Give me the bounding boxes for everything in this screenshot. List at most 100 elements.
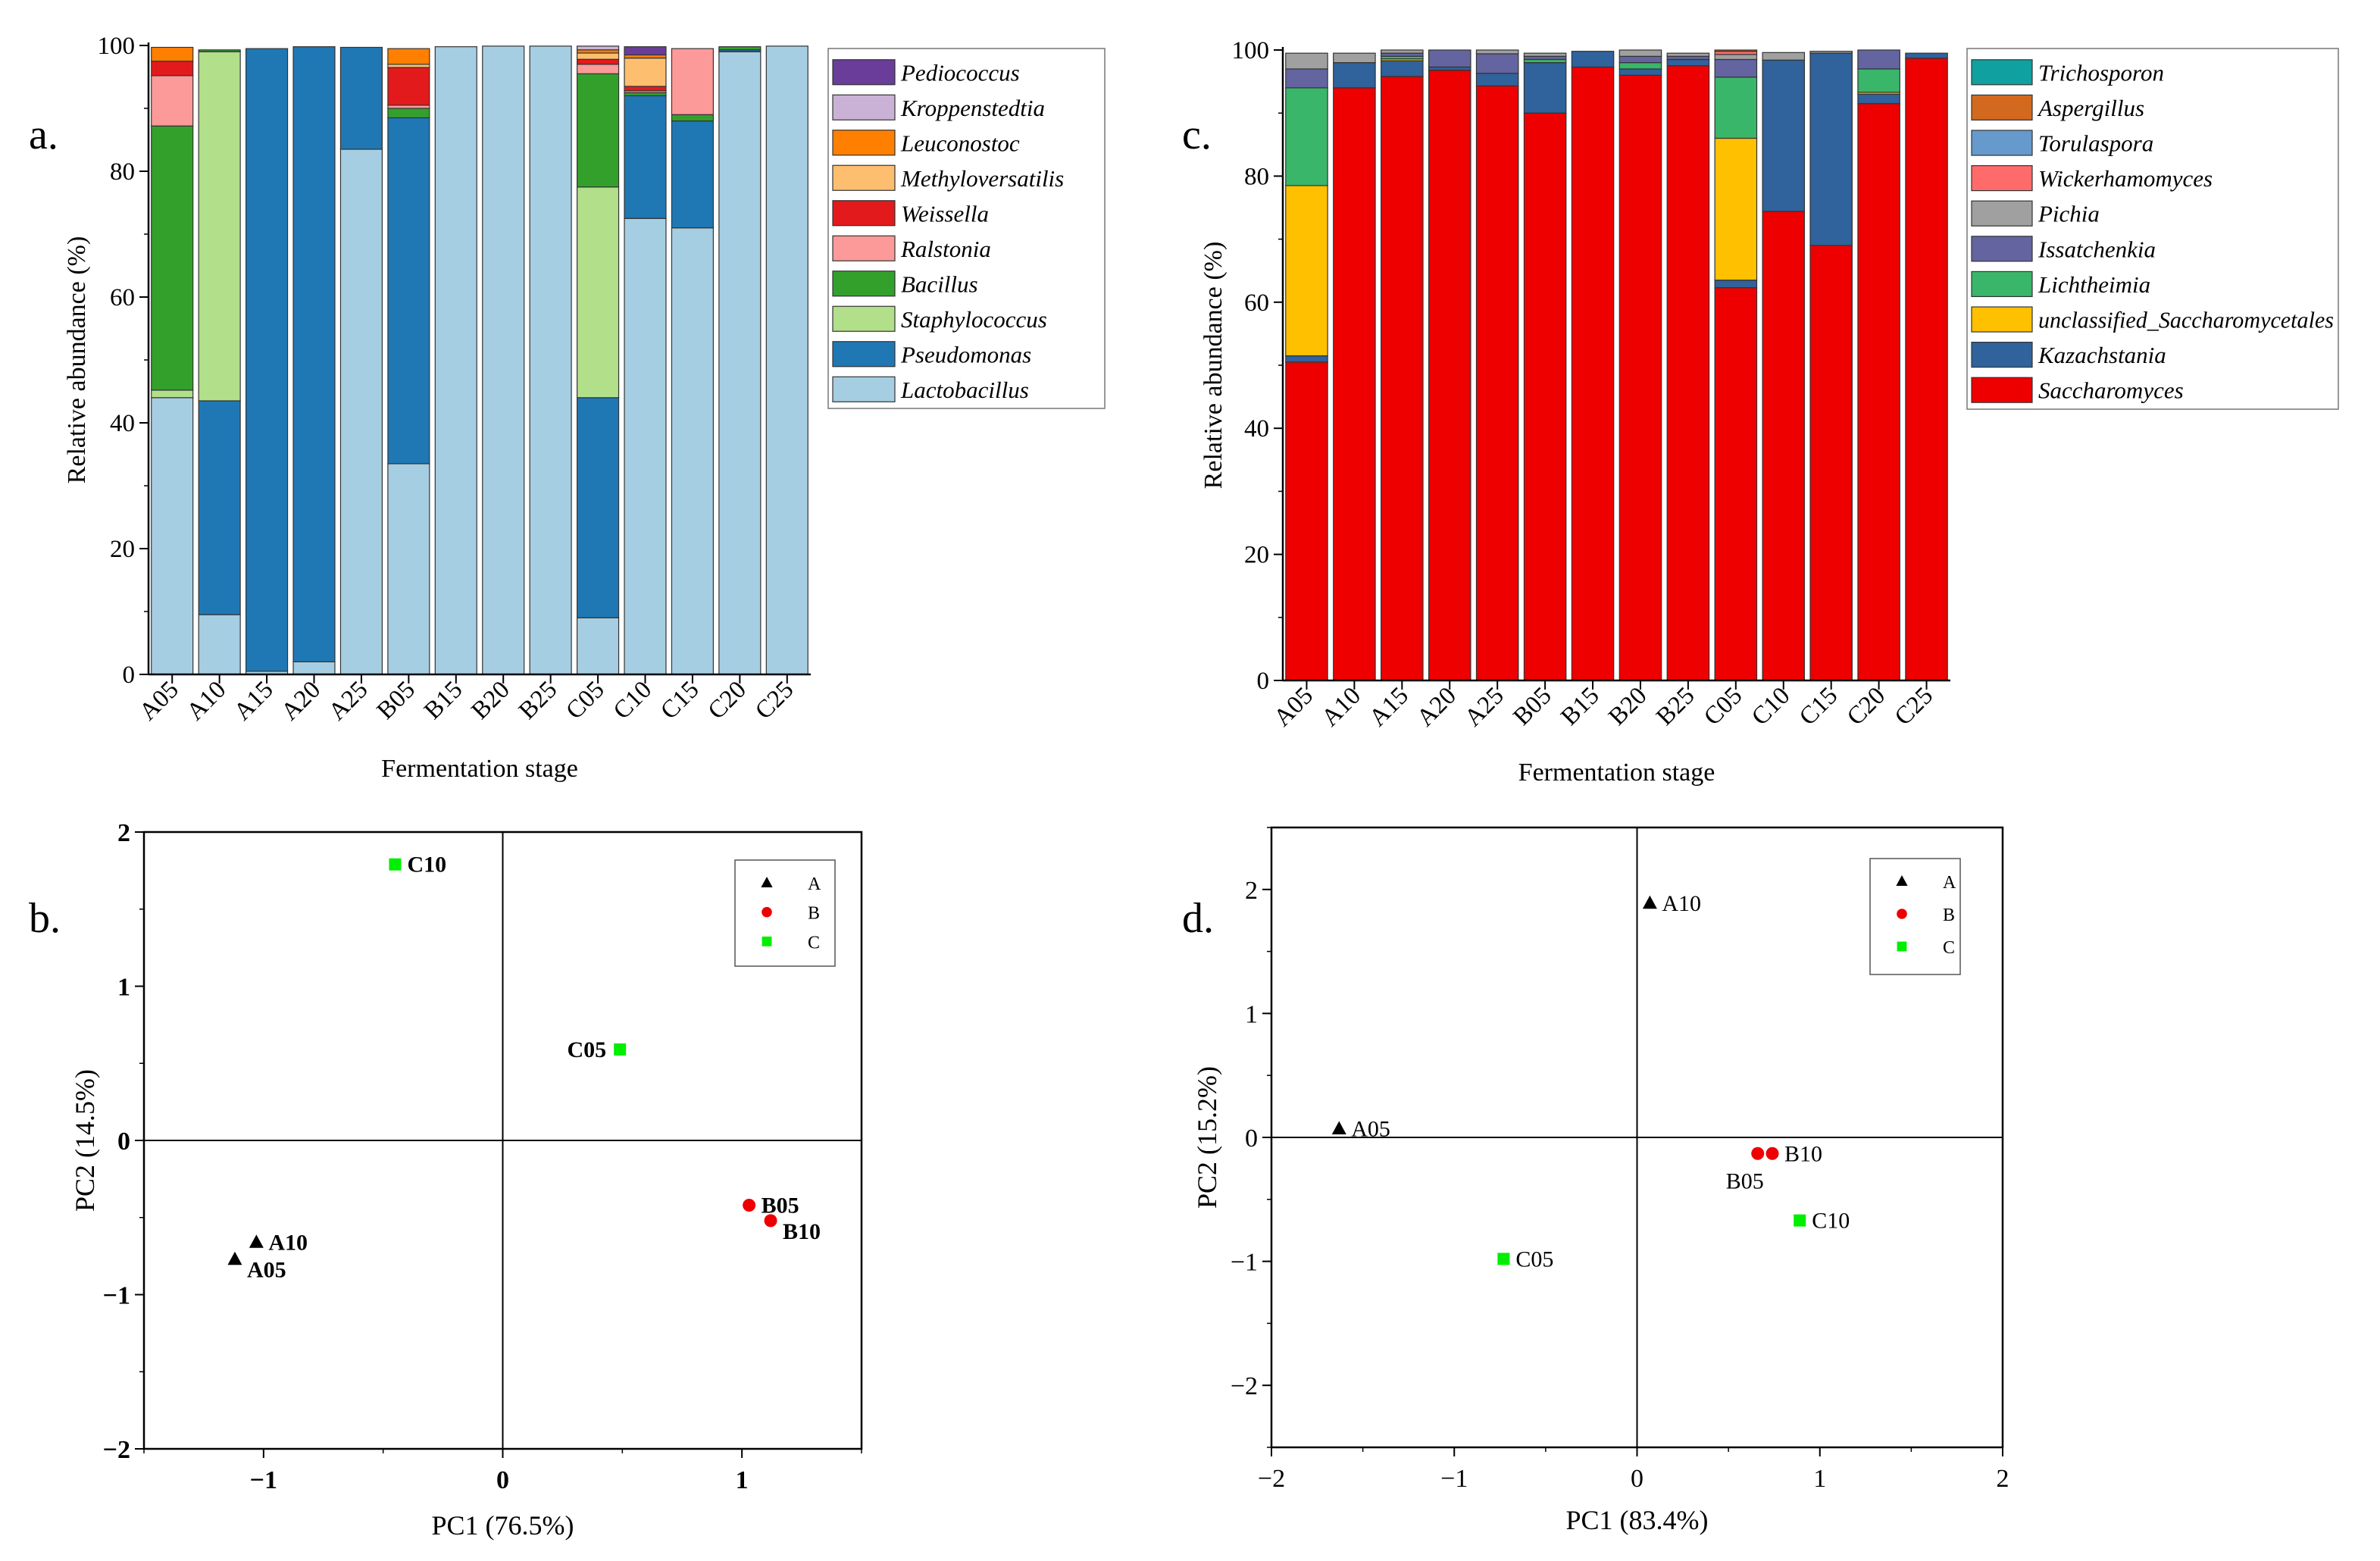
bar-segment <box>624 86 667 92</box>
legend-box <box>1869 858 1961 975</box>
legend-marker <box>1896 875 1908 886</box>
bar-segment <box>718 46 762 51</box>
bar-segment <box>1809 51 1853 54</box>
legend-swatch <box>832 376 896 402</box>
bar-segment <box>434 46 477 675</box>
bar-segment <box>718 51 762 675</box>
y-tick-label: 60 <box>110 284 135 311</box>
data-point <box>764 1214 777 1228</box>
legend-marker <box>1897 941 1907 952</box>
legend-label: Weissella <box>901 200 989 227</box>
bar-segment <box>1714 287 1758 681</box>
legend-label: Wickerhamomyces <box>2038 165 2213 192</box>
bar-segment <box>1381 52 1424 57</box>
point-label: B05 <box>1726 1168 1764 1193</box>
bar-segment <box>1475 85 1519 681</box>
bar-segment <box>387 463 430 675</box>
legend-label: A <box>808 874 821 894</box>
bar-segment <box>1523 58 1567 64</box>
bar-segment <box>1618 62 1662 70</box>
bar-segment <box>151 46 194 62</box>
bar-segment <box>1428 66 1471 71</box>
bar-segment <box>1333 62 1376 89</box>
bar-segment <box>1285 361 1328 681</box>
legend-label: A <box>1943 873 1956 893</box>
legend-swatch <box>1971 165 2033 192</box>
legend-label: Methyloversatilis <box>900 165 1064 192</box>
bar-segment <box>577 617 620 675</box>
bar-segment <box>1523 55 1567 61</box>
bar-segment <box>1714 77 1758 139</box>
bar-segment <box>577 58 620 65</box>
legend-label: Kazachstania <box>2038 342 2166 368</box>
bar-segment <box>529 45 572 675</box>
pca-plot-bacteria: −1 0 1 −2 −1 0 1 2 PC1 (76.5%) PC2 (14.5%) A10 A05 B… <box>70 819 863 1541</box>
bar-segment <box>387 108 430 119</box>
bar-segment <box>339 149 383 675</box>
y-tick-label: 40 <box>1244 415 1269 443</box>
y-tick-label: 100 <box>98 33 136 60</box>
legend-swatch <box>832 200 896 227</box>
y-tick-label: −1 <box>103 1282 130 1310</box>
y-tick-label: −2 <box>1231 1372 1258 1400</box>
bar-segment <box>1762 52 1806 61</box>
point-label: C10 <box>1812 1209 1850 1234</box>
bar-segment <box>1428 49 1471 68</box>
data-point <box>1751 1147 1765 1160</box>
legend-swatch <box>832 94 896 120</box>
point-label: A10 <box>1662 891 1701 916</box>
bar-segment <box>1905 52 1948 59</box>
panel-label-b: b. <box>29 895 61 942</box>
legend-label: Pichia <box>2038 201 2100 227</box>
bar-segment <box>1523 62 1567 114</box>
y-tick-label: 1 <box>1245 1000 1258 1028</box>
bar-segment <box>1285 87 1328 186</box>
data-point <box>1765 1147 1779 1160</box>
bar-segment <box>246 48 289 672</box>
bar-segment <box>198 614 241 675</box>
bar-segment <box>387 105 430 109</box>
bar-segment <box>387 117 430 465</box>
point-label: C05 <box>1515 1247 1553 1272</box>
bar-segment <box>482 45 525 675</box>
bar-segment <box>1809 52 1853 246</box>
legend-label: Lichtheimia <box>2038 271 2150 298</box>
legend-label: Leuconostoc <box>900 130 1020 156</box>
x-tick-label: 1 <box>1813 1465 1826 1493</box>
data-point <box>1331 1121 1346 1135</box>
bar-segment <box>339 46 383 150</box>
bar-segment <box>1381 60 1424 77</box>
bar-segment <box>1571 66 1615 681</box>
bar-segment <box>1475 53 1519 74</box>
bar-segment <box>1714 49 1758 52</box>
panel-label-d: d. <box>1182 895 1214 942</box>
bar-segment <box>1666 58 1710 67</box>
bar-segment <box>151 125 194 391</box>
point-label: A05 <box>247 1258 286 1283</box>
legend-label: Pseudomonas <box>900 341 1031 368</box>
legend-label: unclassified_Saccharomycetales <box>2038 307 2334 333</box>
legend-label: Torulaspora <box>2038 130 2153 157</box>
legend-swatch <box>1971 59 2033 86</box>
y-tick-label: 2 <box>1245 877 1258 905</box>
legend-swatch <box>832 271 896 297</box>
legend-label: Saccharomyces <box>2038 377 2184 404</box>
bar-segment <box>151 397 194 675</box>
legend-label: C <box>1943 938 1955 958</box>
legend-label: Staphylococcus <box>901 306 1047 333</box>
x-tick-label: 0 <box>496 1466 509 1494</box>
point-label: A10 <box>268 1230 308 1255</box>
bar-segment <box>387 67 430 106</box>
y-tick-label: 0 <box>117 1128 130 1156</box>
bar-segment <box>1618 49 1662 57</box>
bar-segment <box>1523 112 1567 681</box>
bar-segment <box>1857 103 1900 681</box>
bar-segment <box>624 92 667 97</box>
data-point <box>614 1043 627 1056</box>
bar-segment <box>1285 68 1328 89</box>
bar-segment <box>1714 58 1758 78</box>
bar-segment <box>577 52 620 60</box>
y-tick-label: 0 <box>123 662 136 689</box>
legend-marker <box>762 936 772 946</box>
legend-label: Lactobacillus <box>900 377 1029 403</box>
